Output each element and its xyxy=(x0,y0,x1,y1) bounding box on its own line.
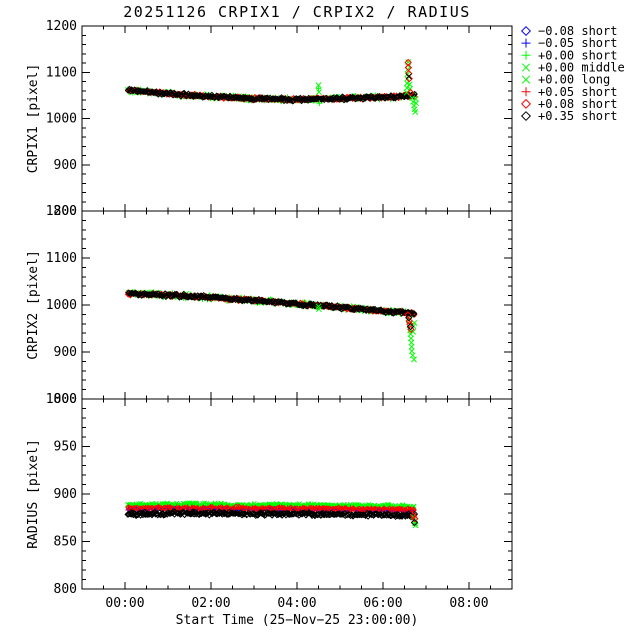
legend-diamond-icon xyxy=(520,98,532,109)
legend-item-6: +0.08 short xyxy=(520,97,617,111)
y-tick-label: 1000 xyxy=(46,298,77,313)
y-tick-label: 900 xyxy=(54,487,77,502)
legend-item-3: +0.00 middle xyxy=(521,60,625,74)
scatter-outliers-000000-diamond xyxy=(405,313,415,331)
legend-item-5: +0.05 short xyxy=(521,85,617,99)
legend-label: −0.08 short xyxy=(538,24,617,38)
legend-plus-icon xyxy=(521,50,531,60)
y-tick-label: 800 xyxy=(54,392,77,407)
legend-label: −0.05 short xyxy=(538,36,617,50)
legend-item-2: +0.00 short xyxy=(521,48,617,62)
legend-diamond-icon xyxy=(520,25,532,37)
axis-ticks xyxy=(82,398,512,590)
legend-plus-icon xyxy=(521,87,531,97)
y-tick-label: 1000 xyxy=(46,392,77,407)
y-tick-label: 900 xyxy=(54,158,77,173)
scatter-layer-000000-diamond xyxy=(124,85,418,105)
legend-label: +0.05 short xyxy=(538,85,617,99)
legend-plus-icon xyxy=(521,38,531,48)
y-tick-label: 1200 xyxy=(46,19,77,34)
scatter-outliers-ff0000-diamond xyxy=(409,512,419,523)
scatter-layer-000000-diamond xyxy=(124,508,419,521)
axis-ticks xyxy=(82,25,512,212)
legend-x-icon xyxy=(521,75,531,84)
x-tick-label: 00:00 xyxy=(105,596,144,611)
chart-title: 20251126 CRPIX1 / CRPIX2 / RADIUS xyxy=(123,3,471,21)
y-tick-label: 1200 xyxy=(46,204,77,219)
y-axis-label-radius: RADIUS [pixel] xyxy=(26,439,41,549)
legend-item-7: +0.35 short xyxy=(520,109,617,123)
y-tick-label: 1000 xyxy=(46,112,77,127)
x-axis-title: Start Time (25−Nov−25 23:00:00) xyxy=(176,613,419,628)
legend-label: +0.00 long xyxy=(538,73,610,87)
y-axis-label-crpix1: CRPIX1 [pixel] xyxy=(26,64,41,174)
panel-radius: 800 850 900 950 1000 RADIUS [pixel] xyxy=(26,392,513,597)
legend-diamond-icon xyxy=(520,111,532,122)
legend-label: +0.35 short xyxy=(538,109,617,123)
y-tick-label: 800 xyxy=(54,204,77,219)
legend-item-0: −0.08 short xyxy=(520,24,617,38)
legend: −0.08 short−0.05 short+0.00 short+0.00 m… xyxy=(520,24,625,123)
x-tick-label: 04:00 xyxy=(277,596,316,611)
scatter-outliers-000000-diamond xyxy=(410,518,419,527)
panel-crpix1: 800 900 1000 1100 1200 CRPIX1 [pixel] xyxy=(26,19,513,219)
y-tick-label: 1100 xyxy=(46,65,77,80)
y-tick-label: 950 xyxy=(54,440,77,455)
legend-label: +0.08 short xyxy=(538,97,617,111)
x-tick-label: 08:00 xyxy=(449,596,488,611)
scatter-outliers-00ff00-x xyxy=(315,59,420,115)
y-tick-label: 800 xyxy=(54,582,77,597)
legend-label: +0.00 short xyxy=(538,48,617,62)
y-tick-label: 1100 xyxy=(46,251,77,266)
scatter-outliers-000000-x xyxy=(405,73,412,80)
y-tick-label: 850 xyxy=(54,535,77,550)
panel-frame xyxy=(81,25,513,212)
y-axis-label-crpix2: CRPIX2 [pixel] xyxy=(26,250,41,360)
panel-frame xyxy=(81,398,513,590)
x-tick-label: 02:00 xyxy=(191,596,230,611)
legend-item-4: +0.00 long xyxy=(521,73,610,87)
legend-item-1: −0.05 short xyxy=(521,36,617,50)
scatter-outliers-ff0000-diamond xyxy=(404,311,415,334)
panel-crpix2: 800 900 1000 1100 1200 CRPIX2 [pixel] xyxy=(26,204,513,407)
legend-label: +0.00 middle xyxy=(538,60,625,74)
scatter-outliers-00ff00-plus xyxy=(315,85,323,106)
legend-x-icon xyxy=(521,63,531,72)
x-tick-label: 06:00 xyxy=(363,596,402,611)
y-tick-label: 900 xyxy=(54,345,77,360)
